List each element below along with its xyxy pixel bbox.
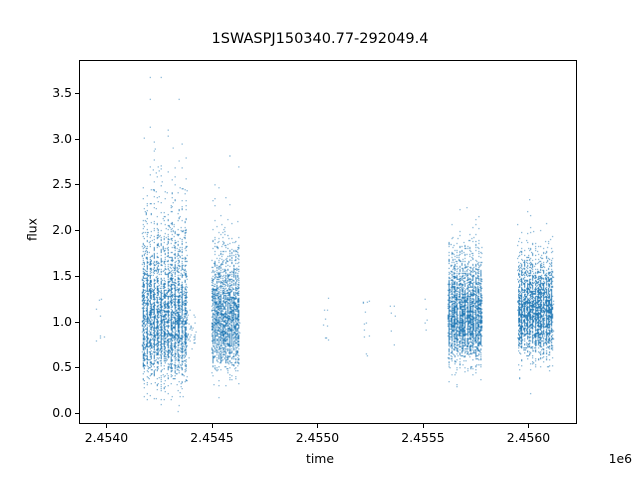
y-tick-label: 3.5 <box>52 84 72 100</box>
y-tick-mark <box>75 92 79 94</box>
plot-axes-frame <box>79 60 577 424</box>
y-tick-mark <box>75 138 79 140</box>
y-tick-label: 1.0 <box>52 313 72 329</box>
y-tick-mark <box>75 367 79 369</box>
x-tick-label: 2.4540 <box>84 430 129 445</box>
y-axis-label: flux <box>24 218 40 241</box>
scatter-data-layer <box>80 61 576 423</box>
x-tick-label: 2.4560 <box>506 430 551 445</box>
x-tick-mark <box>422 424 424 428</box>
y-tick-mark <box>75 184 79 186</box>
x-axis-offset-text: 1e6 <box>608 451 632 466</box>
chart-title: 1SWASPJ150340.77-292049.4 <box>211 31 429 47</box>
y-tick-mark <box>75 230 79 232</box>
y-tick-mark <box>75 275 79 277</box>
y-tick-mark <box>75 321 79 323</box>
x-tick-mark <box>317 424 319 428</box>
y-tick-label: 3.0 <box>52 130 72 146</box>
x-tick-label: 2.4545 <box>190 430 234 445</box>
x-axis-label: time <box>306 451 334 466</box>
y-tick-label: 0.0 <box>52 405 72 421</box>
y-tick-mark <box>75 413 79 415</box>
x-tick-mark <box>211 424 213 428</box>
x-tick-mark <box>106 424 108 428</box>
y-tick-label: 2.5 <box>52 176 72 192</box>
x-tick-label: 2.4555 <box>401 430 445 445</box>
y-tick-label: 2.0 <box>52 222 72 238</box>
x-tick-label: 2.4550 <box>295 430 340 445</box>
y-tick-label: 0.5 <box>52 359 72 375</box>
x-tick-mark <box>528 424 530 428</box>
y-tick-label: 1.5 <box>52 267 72 283</box>
